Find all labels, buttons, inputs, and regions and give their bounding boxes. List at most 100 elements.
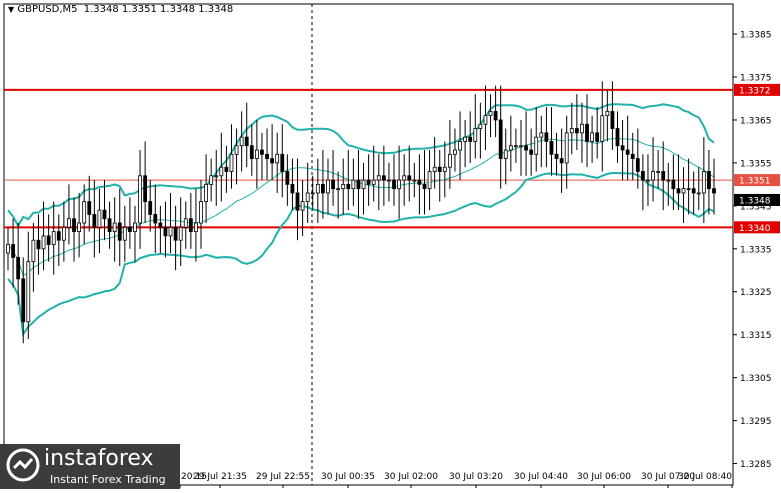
candle-body xyxy=(712,188,716,194)
candle xyxy=(473,94,478,159)
candle xyxy=(148,180,153,232)
candle-body xyxy=(376,175,381,181)
candle xyxy=(122,205,127,262)
y-tick-label: 1.3325 xyxy=(740,288,772,298)
candle-body xyxy=(229,153,234,172)
candle-body xyxy=(605,110,610,117)
candle xyxy=(544,107,549,168)
candle-body xyxy=(656,171,661,173)
candle xyxy=(77,192,82,258)
candle xyxy=(209,158,214,202)
candle-body xyxy=(437,166,442,172)
candle xyxy=(46,214,51,262)
candle xyxy=(275,132,280,193)
symbol-label: GBPUSD,M5 xyxy=(17,4,78,15)
candle-body xyxy=(366,179,371,185)
candle xyxy=(265,128,269,181)
candle-body xyxy=(463,136,468,142)
candle xyxy=(651,137,655,202)
candle xyxy=(51,201,56,275)
candle xyxy=(239,111,244,172)
candle xyxy=(61,201,66,262)
candle xyxy=(483,85,488,151)
candle-body xyxy=(585,123,589,142)
candle xyxy=(590,115,595,163)
candle-body xyxy=(625,149,630,155)
candle-body xyxy=(254,149,259,160)
candle-body xyxy=(153,214,158,224)
candle xyxy=(585,94,589,168)
candle-body xyxy=(224,166,229,172)
y-tick-label: 1.3315 xyxy=(740,331,772,341)
candle xyxy=(341,158,346,215)
candle xyxy=(82,184,87,245)
candle-body xyxy=(82,201,87,224)
candle xyxy=(539,115,544,168)
candle-body xyxy=(87,201,92,215)
candle xyxy=(199,180,203,249)
candle-body xyxy=(397,179,401,190)
y-tick-label: 1.3305 xyxy=(740,374,772,384)
lower-band xyxy=(7,172,715,338)
candle-body xyxy=(671,179,676,190)
y-tick-label: 1.3335 xyxy=(740,245,772,255)
candle-body xyxy=(265,153,269,160)
candle-body xyxy=(67,218,71,228)
candle-body xyxy=(122,226,127,241)
candle xyxy=(67,184,71,245)
candle-body xyxy=(209,175,214,185)
candle xyxy=(214,150,219,206)
candle-body xyxy=(194,222,198,233)
candle-body xyxy=(163,226,168,237)
candle-body xyxy=(92,214,97,228)
candle xyxy=(478,102,483,159)
candle-body xyxy=(447,153,452,168)
price-label-box xyxy=(734,221,780,234)
candle-body xyxy=(468,136,473,142)
price-label-box xyxy=(734,193,780,206)
candle xyxy=(31,223,36,292)
candle-body xyxy=(173,226,178,241)
candle-body xyxy=(315,183,320,194)
candle xyxy=(173,205,178,271)
candle-body xyxy=(412,179,417,182)
candle xyxy=(204,154,208,224)
candle-body xyxy=(331,179,335,190)
candle-body xyxy=(51,231,56,245)
candle-body xyxy=(336,188,341,191)
candle-body xyxy=(387,179,391,182)
candle-body xyxy=(600,115,605,142)
candle-body xyxy=(300,201,305,211)
candle xyxy=(178,197,183,266)
candle xyxy=(346,150,351,211)
candle-body xyxy=(422,183,427,190)
candle xyxy=(691,171,696,215)
candle-body xyxy=(569,128,574,134)
instaforex-logo-icon xyxy=(6,448,40,482)
candle xyxy=(138,150,142,249)
candle-body xyxy=(61,226,66,241)
candle xyxy=(158,205,163,254)
candle xyxy=(361,162,366,215)
candle xyxy=(321,150,325,219)
price-label-text: 1.3372 xyxy=(739,86,771,96)
candle-body xyxy=(138,175,142,224)
candle xyxy=(315,158,320,224)
candle xyxy=(442,141,447,198)
candle-body xyxy=(493,110,498,121)
candle xyxy=(260,132,264,181)
candle-body xyxy=(204,183,208,202)
candle-body xyxy=(508,145,513,151)
candle-body xyxy=(77,222,82,233)
candle xyxy=(600,81,605,172)
candle-body xyxy=(549,141,554,155)
candle xyxy=(326,158,330,215)
watermark-tagline: Instant Forex Trading xyxy=(50,473,166,486)
candle xyxy=(661,141,666,211)
candle-body xyxy=(117,222,122,241)
candle xyxy=(437,150,442,202)
watermark-brand: instaforex xyxy=(44,446,154,471)
candle xyxy=(468,111,473,163)
dropdown-arrow-icon[interactable]: ▼ xyxy=(8,5,15,14)
